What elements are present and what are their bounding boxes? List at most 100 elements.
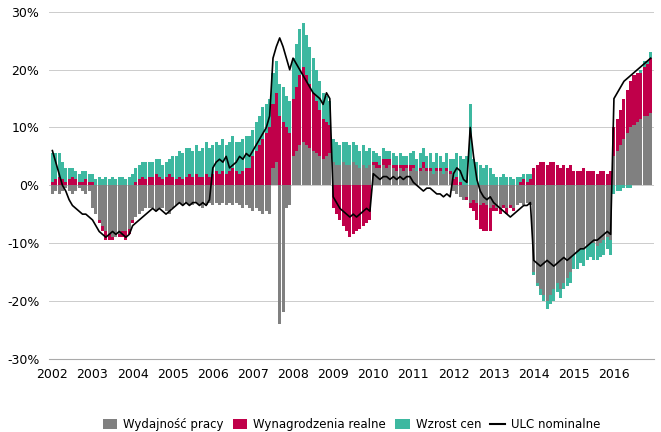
- Bar: [335, 185, 338, 214]
- Bar: [368, 165, 371, 185]
- Bar: [529, 185, 532, 206]
- Bar: [619, 185, 622, 191]
- Bar: [158, 159, 161, 177]
- Bar: [582, 168, 586, 185]
- Bar: [145, 162, 147, 179]
- Bar: [499, 208, 502, 214]
- Bar: [442, 174, 445, 185]
- Bar: [639, 70, 642, 73]
- Bar: [295, 87, 298, 151]
- Bar: [342, 162, 344, 185]
- Bar: [165, 162, 167, 177]
- Bar: [402, 156, 405, 165]
- Bar: [629, 127, 632, 185]
- Bar: [145, 185, 147, 208]
- Bar: [168, 159, 171, 174]
- Bar: [576, 171, 578, 185]
- Bar: [459, 182, 461, 185]
- Bar: [168, 174, 171, 185]
- Bar: [278, 185, 281, 324]
- Bar: [175, 156, 178, 179]
- Bar: [137, 165, 141, 179]
- Bar: [245, 185, 248, 206]
- Bar: [188, 185, 191, 206]
- Bar: [134, 185, 137, 217]
- Bar: [181, 185, 184, 206]
- Bar: [389, 159, 391, 165]
- Bar: [392, 153, 395, 165]
- Bar: [525, 185, 529, 203]
- Bar: [432, 162, 435, 174]
- Bar: [282, 185, 284, 312]
- Bar: [428, 168, 432, 171]
- Bar: [121, 232, 124, 237]
- Bar: [415, 171, 418, 185]
- Bar: [519, 185, 522, 203]
- Bar: [392, 165, 395, 168]
- Bar: [475, 203, 479, 220]
- Bar: [485, 206, 488, 232]
- Bar: [332, 185, 334, 208]
- Bar: [67, 185, 71, 191]
- Bar: [345, 142, 348, 165]
- Bar: [241, 139, 245, 171]
- Bar: [141, 177, 144, 185]
- Bar: [208, 148, 211, 177]
- Bar: [371, 165, 375, 185]
- Bar: [245, 136, 248, 168]
- Bar: [649, 113, 652, 185]
- Bar: [566, 185, 568, 278]
- Bar: [379, 156, 381, 165]
- Bar: [642, 116, 646, 185]
- Bar: [165, 185, 167, 211]
- Bar: [71, 168, 74, 177]
- Bar: [371, 151, 375, 162]
- Bar: [428, 171, 432, 185]
- Bar: [268, 127, 271, 185]
- Bar: [566, 278, 568, 286]
- Bar: [305, 35, 308, 76]
- Bar: [512, 179, 515, 185]
- Bar: [265, 105, 268, 133]
- Bar: [338, 145, 341, 165]
- Bar: [275, 93, 278, 162]
- Bar: [301, 23, 305, 67]
- Bar: [61, 162, 64, 179]
- Bar: [88, 185, 91, 191]
- Bar: [121, 185, 124, 232]
- Bar: [258, 145, 261, 185]
- Bar: [392, 168, 395, 185]
- Bar: [221, 171, 224, 185]
- Bar: [74, 171, 77, 179]
- Bar: [71, 177, 74, 185]
- Bar: [559, 168, 562, 185]
- Bar: [272, 73, 274, 105]
- Bar: [422, 168, 425, 185]
- Bar: [191, 151, 194, 177]
- Bar: [352, 162, 355, 185]
- Bar: [436, 153, 438, 168]
- Bar: [422, 148, 425, 162]
- Bar: [452, 185, 455, 191]
- Bar: [418, 168, 422, 171]
- Bar: [609, 240, 612, 254]
- Bar: [362, 185, 365, 226]
- Bar: [194, 174, 198, 185]
- Bar: [51, 185, 54, 194]
- Bar: [98, 177, 100, 185]
- Bar: [268, 185, 271, 214]
- Bar: [58, 185, 61, 194]
- Bar: [616, 151, 619, 185]
- Bar: [254, 122, 258, 151]
- Bar: [642, 67, 646, 116]
- Bar: [576, 252, 578, 269]
- Bar: [301, 142, 305, 185]
- Bar: [128, 229, 131, 234]
- Bar: [572, 254, 575, 269]
- Bar: [329, 153, 331, 185]
- Bar: [305, 145, 308, 185]
- Bar: [212, 145, 214, 174]
- Bar: [522, 179, 525, 185]
- Bar: [332, 139, 334, 162]
- Bar: [368, 148, 371, 165]
